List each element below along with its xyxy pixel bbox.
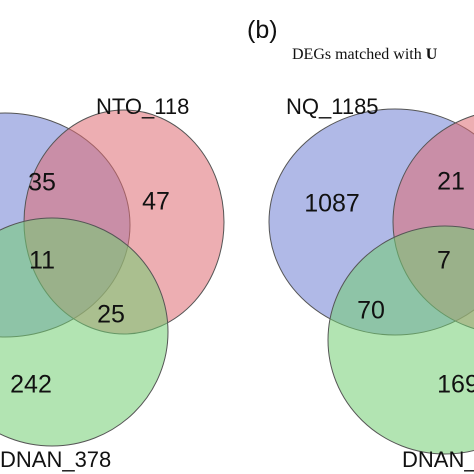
- left-venn-diagram: 35 47 11 25 242 NTO_118 DNAN_378: [0, 94, 225, 472]
- right-dnan-set-circle: [327, 225, 474, 455]
- right-region-blue-red-count: 21: [437, 168, 465, 196]
- right-region-center-count: 7: [437, 247, 451, 275]
- left-region-center-count: 11: [29, 247, 55, 275]
- panel-label-b: (b): [247, 16, 278, 44]
- right-region-blue-only-count: 1087: [304, 190, 360, 218]
- right-region-green-only-count: 169: [437, 371, 474, 399]
- right-dnan-set-label: DNAN_: [402, 447, 474, 472]
- panel-b-subtitle-text: DEGs matched with: [292, 46, 426, 63]
- nto-set-label: NTO_118: [96, 94, 189, 119]
- right-region-blue-green-count: 70: [357, 297, 385, 325]
- panel-b-subtitle: DEGs matched with U: [292, 46, 438, 63]
- left-region-red-green-count: 25: [97, 301, 125, 329]
- left-dnan-set-label: DNAN_378: [0, 447, 111, 472]
- left-region-green-only-count: 242: [10, 371, 52, 399]
- panel-b-subtitle-cut-text: U: [426, 46, 438, 63]
- left-region-blue-red-count: 35: [28, 169, 56, 197]
- left-dnan-set-circle: [0, 217, 169, 447]
- left-region-red-only-count: 47: [142, 188, 170, 216]
- nq-set-label: NQ_1185: [286, 94, 379, 119]
- right-venn-diagram: 1087 21 7 70 169 NQ_1185 DNAN_ (b) DEGs …: [247, 16, 474, 472]
